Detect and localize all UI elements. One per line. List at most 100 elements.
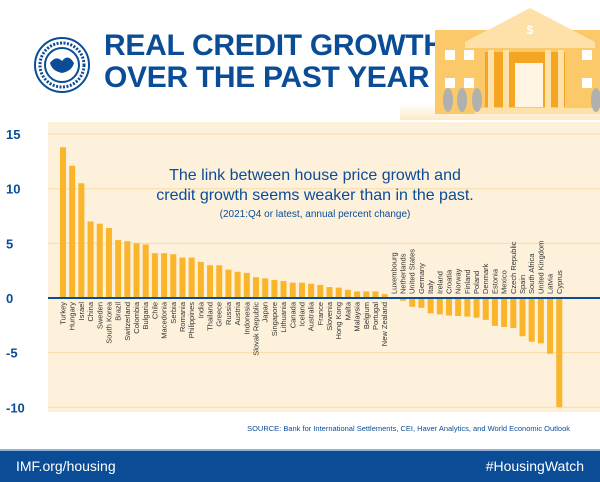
x-tick-label: Italy [426,280,435,294]
x-tick-label: Spain [518,275,527,294]
bar [298,282,305,298]
x-tick-label: Thailand [206,302,215,331]
bar [243,272,250,298]
x-tick-label: United Kingdom [536,241,545,294]
chart-subtitle: (2021:Q4 or latest, annual percent chang… [219,209,411,220]
x-tick-label: France [316,302,325,325]
x-tick-label: Indonesia [242,301,251,334]
x-tick-label: Norway [454,268,463,294]
x-tick-label: Singapore [270,302,279,336]
bar [473,298,480,318]
x-tick-label: Netherlands [399,253,408,294]
x-tick-label: Luxembourg [389,252,398,294]
bar [262,278,269,298]
x-tick-label: Denmark [481,263,490,294]
x-tick-label: Czech Republic [509,241,518,294]
x-tick-label: Latvia [546,273,555,294]
x-tick-label: Iceland [297,302,306,326]
x-tick-label: Sweden [95,302,104,329]
bar [161,253,168,298]
x-tick-label: Hong Kong [334,302,343,340]
bar [344,289,351,298]
bar [326,287,333,298]
x-tick-label: Russia [224,301,233,325]
bar [124,241,131,298]
bar [197,261,204,298]
x-tick-label: Mexico [500,270,509,294]
y-tick-label: 15 [6,127,20,142]
x-tick-label: United States [408,249,417,294]
bar [409,298,416,307]
bar [445,298,452,316]
x-tick-label: Finland [463,269,472,294]
title-line-2: OVER THE PAST YEAR [104,61,430,94]
bar [482,298,489,320]
bar [354,291,361,298]
source-note: SOURCE: Bank for International Settlemen… [247,424,570,433]
x-tick-label: Cyprus [555,270,564,294]
bar [151,253,158,298]
bar [179,257,186,298]
x-tick-label: Israel [77,302,86,321]
bar [537,298,544,344]
x-tick-label: China [86,301,95,321]
y-tick-label: -5 [6,346,18,361]
bar [170,254,177,298]
bar [69,165,76,298]
x-tick-label: Estonia [490,268,499,294]
x-tick-label: Chile [150,302,159,319]
x-tick-label: Austria [233,301,242,325]
bar [271,279,278,298]
bar [400,298,407,301]
y-tick-label: -10 [6,400,25,415]
x-tick-label: Greece [215,302,224,327]
bar [501,298,508,327]
bar [225,269,232,298]
y-tick-label: 5 [6,236,13,251]
bar [252,277,259,298]
imf-logo [34,37,90,93]
x-tick-label: South Africa [527,253,536,294]
bar [556,298,563,408]
bar-chart: 15 10 5 0 -5 -10 Turkey Hungary Israel China Swede… [6,127,600,415]
x-tick-label: Australia [307,301,316,331]
bar [60,147,66,298]
bar [280,281,287,298]
svg-text:$: $ [527,23,534,37]
x-tick-label: Malta [343,301,352,320]
x-tick-label: Philippines [187,302,196,339]
x-tick-label: Belgium [362,302,371,329]
x-tick-label: Poland [472,271,481,294]
bar [216,265,223,298]
bar [289,282,296,298]
bar [234,271,241,298]
x-tick-label: Lithuania [279,301,288,332]
bar [427,298,434,314]
bar [363,291,370,298]
x-tick-label: Macedonia [160,301,169,339]
chart-title: The link between house price growth and … [156,167,474,204]
x-tick-label: Japan [261,302,270,322]
bar [115,240,122,298]
x-tick-label: Canada [288,301,297,328]
bar [381,294,388,298]
x-tick-label: Switzerland [123,302,132,341]
footer-hashtag: #HousingWatch [485,458,584,474]
bar [418,298,425,308]
bar [528,298,535,342]
footer-link[interactable]: IMF.org/housing [16,458,116,474]
bar [142,244,149,298]
bar [547,298,554,354]
bar [455,298,462,317]
bar [87,221,94,298]
bar [510,298,517,329]
title-line-1: REAL CREDIT GROWTH [104,29,445,62]
bar [372,291,379,298]
x-tick-label: Brazil [114,302,123,321]
x-tick-label: Slovenia [325,301,334,331]
x-tick-label: New Zealand [380,302,389,346]
y-tick-label: 10 [6,182,20,197]
x-tick-label: Bulgaria [141,301,150,329]
bar [436,298,443,315]
x-tick-label: Romania [178,301,187,332]
